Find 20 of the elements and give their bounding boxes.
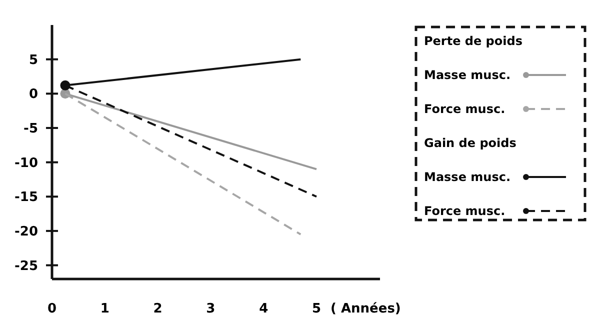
x-tick-label: 5 [312, 302, 322, 317]
x-tick-label: 0 [47, 302, 57, 317]
x-tick-label: 2 [153, 302, 162, 317]
legend-label: Masse musc. [424, 68, 511, 82]
text: Gain de poids [424, 136, 516, 150]
y-tick-label: -25 [14, 258, 38, 274]
y-tick-label: -20 [14, 224, 38, 240]
y-tick-label: -5 [24, 122, 38, 137]
legend-label: Force musc. [424, 204, 506, 218]
y-tick-label: 0 [28, 87, 38, 102]
x-tick-label: 4 [259, 302, 268, 317]
legend-label: Masse musc. [424, 170, 511, 184]
x-axis-title: ( Années) [330, 302, 401, 317]
y-tick-label: 5 [28, 52, 38, 68]
y-tick-label: -10 [14, 156, 38, 171]
x-tick-label: 1 [100, 302, 110, 317]
legend-label: Force musc. [424, 102, 506, 116]
y-tick-label: -15 [14, 190, 38, 206]
x-tick-label: 3 [206, 302, 216, 317]
text: Perte de poids [424, 34, 522, 48]
